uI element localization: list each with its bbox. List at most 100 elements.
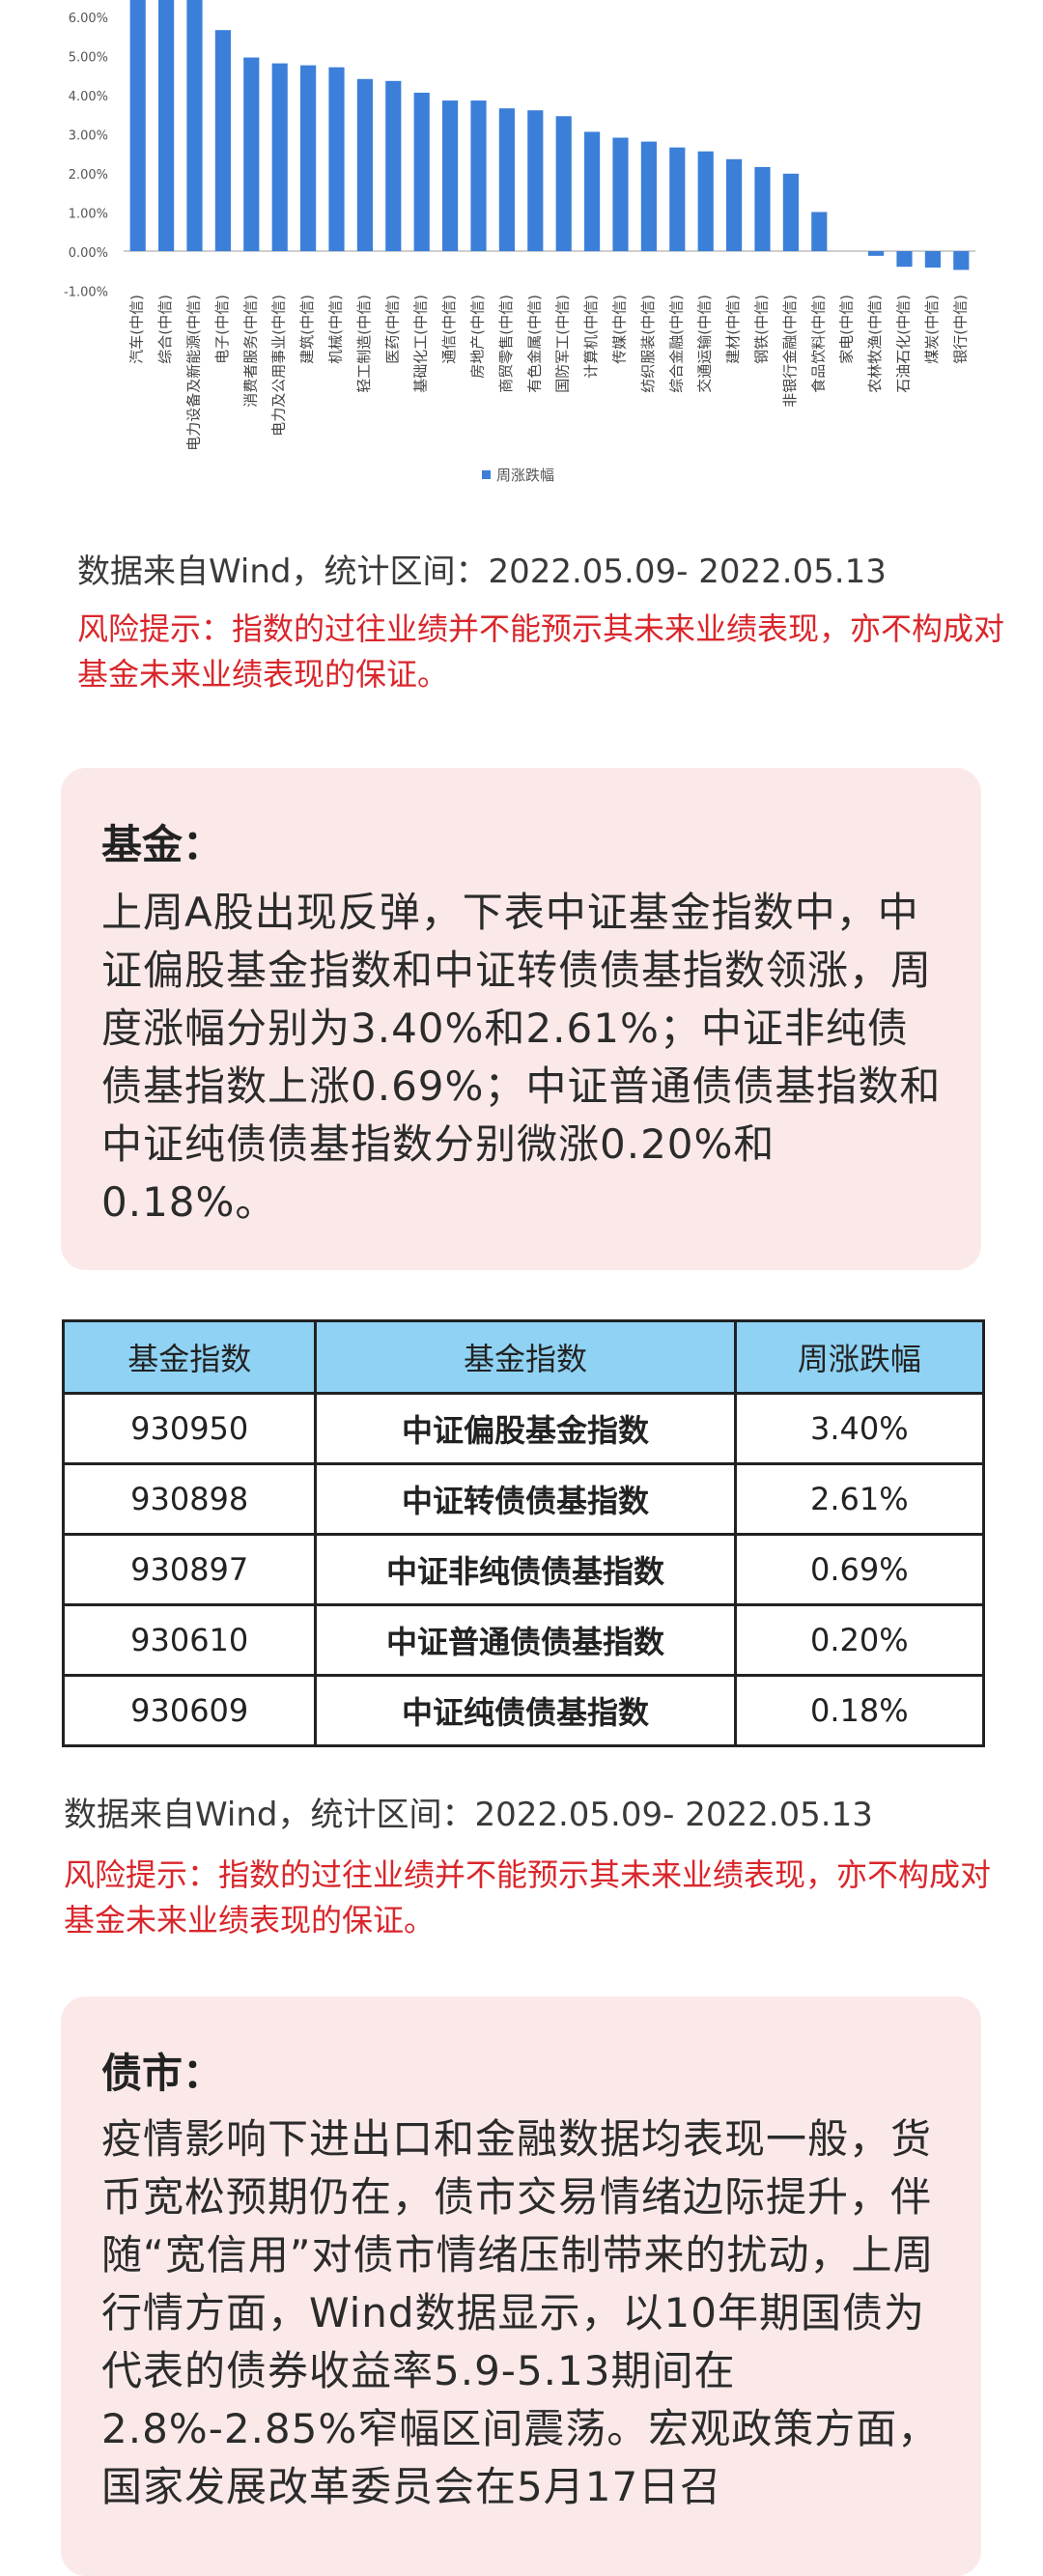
category-label: 综合金融(中信) <box>667 295 685 393</box>
table-header-cell: 基金指数 <box>61 1319 318 1395</box>
index-name: 中证纯债债基指数 <box>314 1674 737 1747</box>
table-source-note: 数据来自Wind，统计区间：2022.05.09- 2022.05.13 <box>64 1796 873 1834</box>
index-code: 930950 <box>61 1392 318 1465</box>
category-label: 电力及公用事业(中信) <box>270 295 288 437</box>
y-tick-label: 5.00% <box>69 51 108 66</box>
bar <box>924 251 941 269</box>
bar <box>726 158 743 251</box>
table-header-cell: 基金指数 <box>314 1319 737 1395</box>
bar <box>158 0 175 251</box>
weekly-change: 3.40% <box>733 1392 986 1465</box>
weekly-change: 0.20% <box>733 1603 986 1677</box>
index-code: 930609 <box>61 1674 318 1747</box>
bar <box>640 141 657 251</box>
bar <box>129 0 146 251</box>
category-label: 传媒(中信) <box>611 295 629 364</box>
category-label: 消费者服务(中信) <box>241 295 259 408</box>
category-label: 交通运输(中信) <box>696 295 714 393</box>
index-code: 930898 <box>61 1462 318 1536</box>
legend-label: 周涨跌幅 <box>496 467 554 484</box>
y-tick-label: 0.00% <box>69 246 108 261</box>
fund-card-body: 上周A股出现反弹，下表中证基金指数中，中证偏股基金指数和中证转债债基指数领涨，周… <box>101 889 942 1226</box>
y-tick-label: 1.00% <box>69 208 108 222</box>
index-name: 中证普通债债基指数 <box>314 1603 737 1677</box>
bar <box>811 212 828 251</box>
table-row: 930950 中证偏股基金指数 3.40% <box>61 1392 986 1465</box>
bar <box>413 92 430 251</box>
category-label: 房地产(中信) <box>469 295 487 379</box>
category-label: 非银行金融(中信) <box>781 295 799 408</box>
category-label: 国防军工(中信) <box>554 295 572 393</box>
bar <box>356 78 373 251</box>
category-label: 医药(中信) <box>383 295 401 364</box>
y-tick-label: 2.00% <box>69 168 108 183</box>
index-name: 中证偏股基金指数 <box>314 1392 737 1465</box>
bar <box>584 131 601 251</box>
chart-source-note: 数据来自Wind，统计区间：2022.05.09- 2022.05.13 <box>77 552 887 591</box>
category-label: 银行(中信) <box>951 295 969 364</box>
category-label: 建筑(中信) <box>298 295 316 364</box>
industry-bar-chart: -1.00% 0.00% 1.00% 2.00% 3.00% 4.00% 5.00% 6.00… <box>0 0 1043 502</box>
y-tick-label: -1.00% <box>64 286 108 300</box>
bond-card-title: 债市： <box>101 2050 224 2097</box>
table-risk-warning: 风险提示：指数的过往业绩并不能预示其未来业绩表现，亦不构成对基金未来业绩表现的保… <box>64 1856 992 1939</box>
y-tick-label: 3.00% <box>69 129 108 144</box>
bar <box>896 251 913 268</box>
weekly-change: 0.18% <box>733 1674 986 1747</box>
category-label: 有色金属(中信) <box>525 295 543 393</box>
bar <box>527 110 544 251</box>
bar <box>953 251 970 270</box>
table-row: 930609 中证纯债债基指数 0.18% <box>61 1674 986 1747</box>
category-label: 农林牧渔(中信) <box>866 295 884 393</box>
table-row: 930897 中证非纯债债基指数 0.69% <box>61 1533 986 1606</box>
bar <box>271 63 288 251</box>
index-name: 中证转债债基指数 <box>314 1462 737 1536</box>
bar <box>754 166 771 251</box>
bar <box>782 173 799 251</box>
bar <box>555 116 572 252</box>
bar <box>498 108 515 251</box>
table-header-row: 基金指数 基金指数 周涨跌幅 <box>61 1319 986 1395</box>
chart-risk-warning: 风险提示：指数的过往业绩并不能预示其未来业绩表现，亦不构成对基金未来业绩表现的保… <box>77 610 1005 693</box>
category-label: 通信(中信) <box>440 295 458 364</box>
bar <box>669 147 686 251</box>
category-label: 煤炭(中信) <box>923 295 941 364</box>
category-label: 钢铁(中信) <box>753 295 771 364</box>
category-label: 电力设备及新能源(中信) <box>185 295 203 451</box>
category-label: 食品饮料(中信) <box>809 295 827 393</box>
bond-card-body: 疫情影响下进出口和金融数据均表现一般，货币宽松预期仍在，债市交易情绪边际提升，伴… <box>101 2115 940 2510</box>
category-label: 电子(中信) <box>213 295 231 364</box>
category-label: 计算机(中信) <box>582 295 600 379</box>
fund-card: 基金： 上周A股出现反弹，下表中证基金指数中，中证偏股基金指数和中证转债债基指数… <box>61 768 981 1270</box>
category-label: 轻工制造(中信) <box>355 295 373 393</box>
legend-swatch <box>482 470 491 479</box>
category-label: 商贸零售(中信) <box>497 295 515 393</box>
bar <box>612 137 629 251</box>
index-name: 中证非纯债债基指数 <box>314 1533 737 1606</box>
fund-index-table: 基金指数 基金指数 周涨跌幅 930950 中证偏股基金指数 3.40% 930… <box>61 1319 986 1747</box>
table-row: 930898 中证转债债基指数 2.61% <box>61 1462 986 1536</box>
category-label: 综合(中信) <box>156 295 174 364</box>
bond-card: 债市： 疫情影响下进出口和金融数据均表现一般，货币宽松预期仍在，债市交易情绪边际… <box>61 1996 981 2576</box>
index-code: 930897 <box>61 1533 318 1606</box>
bar <box>697 151 714 251</box>
category-label: 汽车(中信) <box>128 295 146 364</box>
bar <box>470 100 487 251</box>
bar <box>243 57 260 252</box>
category-label: 石油石化(中信) <box>895 295 913 393</box>
table-header-cell: 周涨跌幅 <box>733 1319 986 1395</box>
category-label: 家电(中信) <box>838 295 856 364</box>
weekly-change: 2.61% <box>733 1462 986 1536</box>
category-label: 纺织服装(中信) <box>639 295 657 393</box>
bar <box>868 251 885 256</box>
y-tick-label: 4.00% <box>69 90 108 104</box>
category-label: 建材(中信) <box>724 295 742 364</box>
bar <box>385 80 402 251</box>
bar <box>300 65 317 251</box>
bar <box>328 67 345 252</box>
bar <box>214 30 231 251</box>
y-tick-label: 6.00% <box>69 12 108 26</box>
index-code: 930610 <box>61 1603 318 1677</box>
category-label: 机械(中信) <box>327 295 345 364</box>
bar <box>186 0 203 251</box>
